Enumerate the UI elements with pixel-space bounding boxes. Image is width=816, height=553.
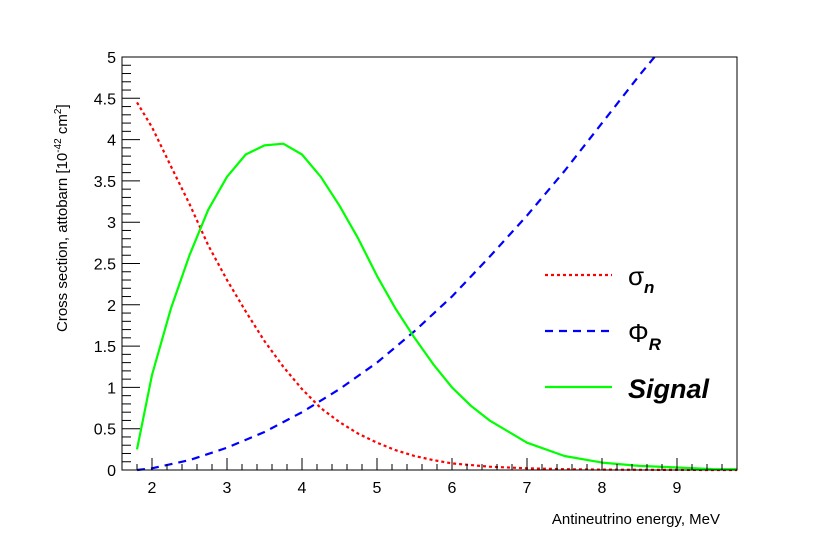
series-line-signal [135, 142, 737, 471]
y-tick-label: 2 [107, 298, 116, 315]
y-tick-label: 2.5 [94, 257, 116, 274]
x-tick-label: 4 [298, 480, 307, 497]
x-tick-label: 8 [598, 480, 607, 497]
y-tick-label: 1.5 [94, 339, 116, 356]
legend: σn ΦR Signal [545, 261, 710, 404]
series-line-sigma-n [136, 101, 737, 472]
legend-label-phi-r-main: Φ [628, 318, 649, 348]
x-tick-label: 3 [223, 480, 232, 497]
x-tick-label: 6 [448, 480, 457, 497]
y-axis-title-close: ] [54, 104, 71, 108]
y-tick-label: 4 [107, 133, 116, 150]
x-tick-label: 2 [148, 480, 157, 497]
legend-label-sigma-n-main: σ [628, 261, 644, 291]
y-tick-label: 4.5 [94, 91, 116, 108]
legend-label-sigma-n-sub: n [644, 278, 654, 297]
y-tick-label: 0.5 [94, 422, 116, 439]
y-axis-title-unit-exponent: 2 [53, 108, 64, 114]
series-layer [135, 56, 737, 472]
y-tick-label: 0 [107, 463, 116, 480]
y-axis-title-unit: cm [54, 114, 71, 138]
y-tick-label: 1 [107, 380, 116, 397]
series-line-phi-r [136, 56, 656, 472]
y-axis-title-exponent: -42 [53, 138, 64, 153]
x-tick-label: 7 [523, 480, 532, 497]
legend-label-phi-r-sub: R [649, 335, 662, 354]
legend-label-phi-r: ΦR [628, 318, 662, 354]
legend-label-signal: Signal [628, 374, 710, 404]
y-axis-title-main: Cross section, attobarn [10 [54, 153, 71, 332]
y-tick-label: 3.5 [94, 174, 116, 191]
axis-layer: 2 3 4 5 6 7 8 9 0 0.5 1 1.5 2 2.5 3 3.5 4 4.5 5 [94, 50, 738, 497]
x-tick-label: 9 [673, 480, 682, 497]
x-axis-title: Antineutrino energy, MeV [552, 511, 720, 528]
x-tick-label: 5 [373, 480, 382, 497]
y-tick-label: 5 [107, 50, 116, 67]
legend-label-sigma-n: σn [628, 261, 654, 297]
y-axis-title: Cross section, attobarn [10-42 cm2] [53, 104, 71, 332]
y-tick-label: 3 [107, 215, 116, 232]
